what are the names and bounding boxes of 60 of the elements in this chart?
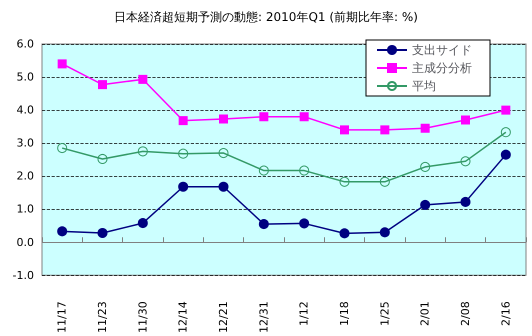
legend-label: 支出サイド: [412, 43, 472, 57]
point: [340, 125, 349, 134]
point: [461, 116, 470, 124]
y-tick-label: 1.0: [16, 202, 34, 216]
y-tick-label: 3.0: [16, 136, 34, 150]
point: [58, 59, 67, 68]
x-tick-label: 1/18: [338, 301, 351, 326]
x-tick-label: 11/17: [56, 301, 69, 334]
y-tick-label: 0.0: [16, 236, 34, 249]
point: [98, 80, 107, 90]
point: [57, 143, 68, 154]
legend-label: 平均: [412, 79, 436, 93]
chart-title: 日本経済超短期予測の動態: 2010年Q1 (前期比年率: %): [114, 10, 418, 24]
point: [300, 112, 309, 122]
point: [98, 154, 108, 164]
point: [380, 227, 390, 238]
point: [138, 146, 148, 156]
point: [178, 116, 188, 126]
point: [138, 74, 148, 84]
x-tick-label: 12/21: [217, 301, 230, 334]
point: [460, 196, 470, 207]
y-tick-label: 5.0: [16, 70, 34, 84]
point: [340, 176, 350, 187]
point: [98, 228, 108, 238]
point: [258, 166, 269, 176]
point: [218, 182, 228, 192]
y-tick-label: 2.0: [16, 170, 34, 183]
x-tick-label: 1/12: [298, 301, 311, 326]
point: [420, 200, 430, 210]
y-tick-label: 6.0: [16, 38, 34, 50]
x-tick-label: 11/23: [96, 301, 109, 334]
x-tick-label: 11/30: [136, 301, 150, 334]
x-tick-label: 2/16: [499, 301, 512, 326]
y-tick-label: -1.0: [12, 268, 34, 282]
point: [259, 112, 268, 122]
point: [460, 156, 470, 166]
point: [299, 218, 310, 228]
point: [218, 148, 228, 158]
point: [501, 106, 510, 115]
point: [500, 150, 511, 160]
point: [219, 114, 228, 124]
x-tick-label: 2/01: [418, 301, 432, 326]
point: [178, 182, 188, 192]
x-tick-label: 1/25: [378, 301, 392, 326]
point: [380, 176, 390, 187]
y-tick-label: 4.0: [16, 104, 34, 117]
point: [138, 218, 148, 228]
x-tick-label: 12/31: [257, 301, 270, 334]
point: [340, 228, 350, 238]
point: [258, 219, 269, 230]
point: [500, 127, 511, 138]
point: [380, 125, 390, 134]
point: [57, 226, 68, 236]
point: [178, 148, 188, 159]
point: [420, 124, 430, 133]
point: [420, 162, 430, 172]
x-tick-label: 12/14: [176, 301, 190, 334]
legend-label: 主成分分析: [412, 61, 472, 75]
x-tick-label: 2/08: [459, 301, 472, 326]
point: [299, 166, 310, 176]
